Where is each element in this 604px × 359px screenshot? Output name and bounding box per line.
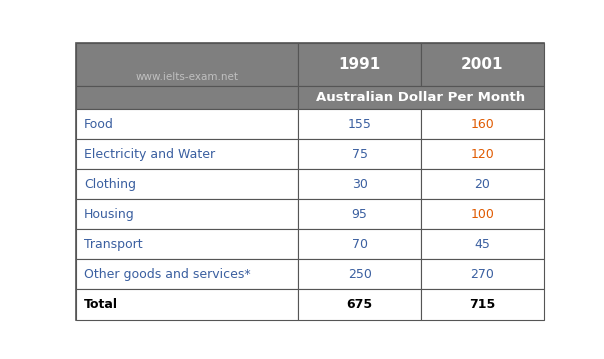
Text: 250: 250 bbox=[348, 268, 371, 281]
Text: 1991: 1991 bbox=[338, 57, 381, 72]
Text: 155: 155 bbox=[348, 118, 371, 131]
Bar bbox=[76, 260, 298, 289]
Bar bbox=[421, 43, 544, 86]
Text: 95: 95 bbox=[352, 208, 368, 221]
Text: 30: 30 bbox=[352, 178, 368, 191]
Bar bbox=[76, 229, 298, 260]
Text: 75: 75 bbox=[352, 148, 368, 161]
Text: 160: 160 bbox=[471, 118, 494, 131]
Bar bbox=[421, 229, 544, 260]
Text: 2001: 2001 bbox=[461, 57, 504, 72]
Text: Total: Total bbox=[84, 298, 118, 311]
Bar bbox=[421, 200, 544, 229]
Bar bbox=[421, 109, 544, 139]
Bar bbox=[298, 229, 421, 260]
Text: 675: 675 bbox=[347, 298, 373, 311]
Bar bbox=[298, 43, 421, 86]
Text: 20: 20 bbox=[474, 178, 490, 191]
Bar bbox=[421, 139, 544, 169]
Bar bbox=[298, 139, 421, 169]
Text: www.ielts-exam.net: www.ielts-exam.net bbox=[135, 71, 239, 81]
Text: Electricity and Water: Electricity and Water bbox=[84, 148, 215, 161]
Bar bbox=[298, 86, 544, 109]
Text: Housing: Housing bbox=[84, 208, 135, 221]
Text: 45: 45 bbox=[474, 238, 490, 251]
Bar bbox=[298, 260, 421, 289]
Bar bbox=[298, 289, 421, 320]
Text: 100: 100 bbox=[471, 208, 494, 221]
Text: 270: 270 bbox=[471, 268, 494, 281]
Bar bbox=[76, 43, 298, 86]
Text: 715: 715 bbox=[469, 298, 495, 311]
Bar bbox=[421, 289, 544, 320]
Text: Transport: Transport bbox=[84, 238, 143, 251]
Bar bbox=[76, 169, 298, 200]
Bar bbox=[76, 139, 298, 169]
Bar bbox=[298, 200, 421, 229]
Text: Clothing: Clothing bbox=[84, 178, 136, 191]
Text: 120: 120 bbox=[471, 148, 494, 161]
Bar bbox=[421, 260, 544, 289]
Text: Other goods and services*: Other goods and services* bbox=[84, 268, 251, 281]
Bar bbox=[298, 169, 421, 200]
Text: Australian Dollar Per Month: Australian Dollar Per Month bbox=[316, 91, 525, 104]
Bar bbox=[76, 200, 298, 229]
Bar bbox=[76, 109, 298, 139]
Bar bbox=[76, 86, 298, 109]
Text: Food: Food bbox=[84, 118, 114, 131]
Bar bbox=[298, 109, 421, 139]
Text: 70: 70 bbox=[352, 238, 368, 251]
Bar bbox=[421, 169, 544, 200]
Bar bbox=[76, 289, 298, 320]
